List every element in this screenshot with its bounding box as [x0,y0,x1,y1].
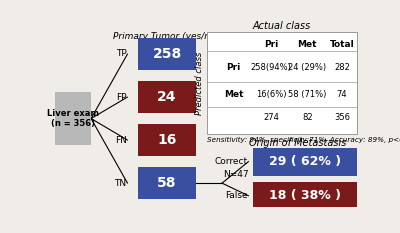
Text: Sensitivity: 94%, specificity:71%, Accuracy: 89%, p<0.001: Sensitivity: 94%, specificity:71%, Accur… [206,137,400,143]
Text: Met: Met [298,40,317,49]
Text: FN: FN [115,136,126,145]
Text: 24: 24 [157,90,177,104]
Text: 274: 274 [263,113,279,122]
FancyBboxPatch shape [138,38,196,70]
Text: 282: 282 [334,63,350,72]
Text: 16(6%): 16(6%) [256,90,286,99]
FancyBboxPatch shape [138,168,196,199]
Text: Met: Met [224,90,243,99]
Text: 24 (29%): 24 (29%) [288,63,326,72]
Text: 258(94%): 258(94%) [251,63,292,72]
Text: 18 ( 38% ): 18 ( 38% ) [269,189,341,202]
Text: Primary Tumor (yes/no): Primary Tumor (yes/no) [113,32,219,41]
FancyBboxPatch shape [253,148,357,175]
FancyBboxPatch shape [56,92,91,145]
FancyBboxPatch shape [138,124,196,156]
Text: 16: 16 [157,133,177,147]
Text: False: False [225,191,248,200]
Text: 29 ( 62% ): 29 ( 62% ) [269,155,341,168]
FancyBboxPatch shape [206,32,357,134]
Text: Pri: Pri [264,40,278,49]
Text: Liver exam
(n = 356): Liver exam (n = 356) [47,109,99,128]
Text: N=47: N=47 [224,170,249,179]
Text: FP: FP [116,93,126,102]
Text: TP: TP [116,49,126,58]
Text: 58: 58 [157,176,177,190]
Text: Actual class: Actual class [253,21,311,31]
Text: 82: 82 [302,113,312,122]
Text: Pri: Pri [226,63,241,72]
FancyBboxPatch shape [138,81,196,113]
FancyBboxPatch shape [253,182,357,210]
Text: 356: 356 [334,113,350,122]
Text: 258: 258 [152,47,182,61]
Text: Origin of Metastasis: Origin of Metastasis [249,138,347,148]
Text: 58 (71%): 58 (71%) [288,90,326,99]
Text: Predicted class: Predicted class [195,51,204,115]
Text: 74: 74 [336,90,347,99]
Text: TN: TN [114,179,126,188]
Text: Total: Total [330,40,354,49]
Text: Correct: Correct [214,157,248,166]
